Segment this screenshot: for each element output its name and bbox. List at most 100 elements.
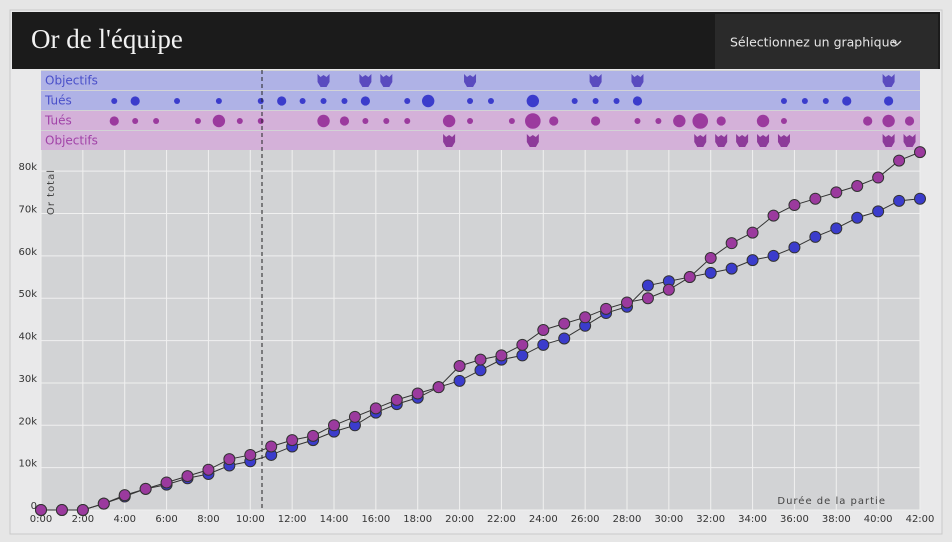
chart-selector[interactable]: Sélectionnez un graphique (715, 14, 938, 69)
y-tick-label: 80k (18, 162, 37, 173)
series-point (704, 252, 717, 264)
kill-dot (655, 118, 662, 124)
series-point (830, 222, 843, 235)
y-tick-label: 0 (31, 501, 37, 512)
kill-dot (257, 118, 264, 124)
kill-dot (339, 116, 350, 126)
series-point (746, 226, 759, 239)
kill-dot (317, 114, 330, 128)
series-point (537, 324, 550, 336)
kill-dot (780, 118, 787, 124)
series-point (76, 504, 89, 516)
kill-dot (822, 98, 829, 104)
x-tick-label: 18:00 (403, 514, 432, 525)
kill-dot (756, 114, 770, 128)
kill-dot (320, 98, 327, 104)
series-point (683, 271, 696, 284)
series-point (872, 171, 885, 184)
series-point (118, 489, 131, 502)
kill-dot (442, 114, 456, 128)
objective-icon (903, 134, 916, 147)
series-point (914, 146, 926, 159)
kill-dot (673, 114, 686, 128)
kill-dot (508, 118, 515, 124)
x-tick-label: 2:00 (72, 514, 94, 525)
series-point (474, 364, 487, 377)
objective-icon (464, 74, 477, 87)
series-point (809, 230, 822, 243)
x-tick-label: 28:00 (613, 514, 642, 525)
objective-icon (359, 74, 372, 87)
series-point (558, 332, 571, 345)
series-point (662, 283, 675, 296)
kill-dot (634, 118, 641, 124)
kill-dot (130, 96, 140, 106)
y-tick-label: 20k (18, 416, 37, 427)
series-point (537, 338, 550, 351)
x-tick-label: 6:00 (155, 514, 177, 525)
kill-dot (277, 96, 287, 106)
objective-icon (443, 134, 456, 147)
series-point (160, 476, 173, 489)
kill-dot (362, 118, 369, 124)
series-point (725, 237, 738, 250)
series-point (223, 453, 236, 466)
objective-icon (380, 74, 393, 87)
objective-icon (317, 74, 330, 87)
x-axis-label: Durée de la partie (777, 495, 886, 507)
y-tick-label: 60k (18, 247, 37, 258)
selector-chevron[interactable] (892, 40, 902, 46)
series-point (830, 186, 843, 199)
series-point (641, 279, 654, 292)
event-row-label: Objectifs (45, 74, 98, 88)
kill-dot (109, 116, 119, 126)
series-point (328, 419, 340, 432)
objective-icon (694, 134, 707, 147)
series-point (411, 387, 424, 400)
series-point (579, 311, 592, 324)
objective-icon (736, 134, 749, 147)
series-point (348, 410, 361, 423)
kill-dot (571, 98, 578, 104)
series-point (369, 402, 382, 415)
series-point (286, 434, 299, 447)
selector-label[interactable]: Sélectionnez un graphique (730, 35, 897, 50)
objective-icon (882, 134, 895, 147)
x-tick-label: 16:00 (361, 514, 390, 525)
x-tick-label: 8:00 (197, 514, 219, 525)
x-tick-label: 26:00 (571, 514, 600, 525)
event-row-label: Tués (44, 114, 72, 128)
x-tick-label: 20:00 (445, 514, 474, 525)
kill-dot (882, 114, 895, 128)
series-point (767, 209, 780, 222)
kill-dot (549, 116, 559, 126)
series-point (495, 349, 508, 362)
kill-dot (592, 98, 599, 104)
kill-dot (212, 114, 226, 128)
series-point (202, 463, 215, 476)
series-point (600, 302, 613, 315)
x-tick-label: 30:00 (654, 514, 683, 525)
kill-dot (525, 113, 541, 129)
kill-dot (467, 98, 474, 104)
x-tick-label: 32:00 (696, 514, 725, 525)
y-axis-label: Or total (46, 169, 57, 215)
y-tick-label: 30k (18, 374, 37, 385)
series-point (746, 254, 759, 267)
series-point (474, 353, 487, 366)
event-row-label: Objectifs (45, 134, 98, 148)
x-tick-label: 40:00 (864, 514, 893, 525)
y-tick-label: 10k (18, 459, 37, 470)
series-point (55, 504, 68, 516)
x-tick-label: 12:00 (278, 514, 307, 525)
series-point (851, 180, 864, 192)
series-point (516, 338, 529, 351)
kill-dot (404, 118, 411, 124)
kill-dot (842, 96, 852, 106)
series-point (893, 154, 906, 167)
x-tick-label: 4:00 (113, 514, 135, 525)
kill-dot (360, 96, 370, 106)
series-point (851, 211, 864, 224)
series-point (97, 497, 110, 510)
